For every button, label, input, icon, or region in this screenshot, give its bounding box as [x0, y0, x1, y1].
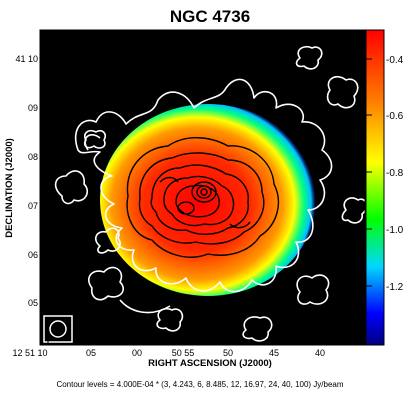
outer-contours: [54, 45, 365, 342]
y-tick-labels: 41 10 09 08 07 06 05: [15, 54, 38, 308]
colorbar-tick-label: -0.8: [386, 168, 404, 179]
x-tick-labels: 12 51 10 05 00 50 55 50 45 40: [12, 348, 325, 358]
x-axis-ticks: [47, 338, 321, 345]
colorbar-tick-label: -1.2: [386, 282, 404, 293]
contour-caption: Contour levels = 4.000E-04 * (3, 4.243, …: [56, 380, 343, 389]
colorbar: [365, 29, 385, 346]
y-tick-label: 08: [28, 152, 38, 162]
figure-title: NGC 4736: [170, 7, 250, 26]
x-tick-label: 40: [315, 348, 325, 358]
colorbar-tick-label: -0.4: [386, 55, 404, 66]
colorbar-tick-labels: -0.4 -0.6 -0.8 -1.0 -1.2: [386, 55, 404, 293]
x-tick-label: 50: [223, 348, 233, 358]
galaxy-emission: [100, 104, 316, 296]
x-tick-label: 50 55: [172, 348, 195, 358]
x-tick-label: 45: [269, 348, 279, 358]
y-tick-label: 09: [28, 103, 38, 113]
inner-contours: [126, 137, 280, 258]
colorbar-tick-label: -0.6: [386, 111, 404, 122]
plot-border: [39, 29, 366, 346]
y-axis-label: DECLINATION (J2000): [4, 138, 15, 238]
x-axis-label: RIGHT ASCENSION (J2000): [148, 358, 272, 369]
x-tick-label: 12 51 10: [12, 348, 47, 358]
y-tick-label: 06: [28, 250, 38, 260]
y-tick-label: 05: [28, 298, 38, 308]
y-tick-label: 41 10: [15, 54, 38, 64]
colorbar-ticks: [366, 58, 372, 287]
x-tick-label: 00: [132, 348, 142, 358]
y-tick-label: 07: [28, 201, 38, 211]
y-axis-ticks: [40, 58, 47, 304]
colorbar-tick-label: -1.0: [386, 225, 404, 236]
x-tick-label: 05: [86, 348, 96, 358]
beam-symbol: [43, 315, 73, 343]
